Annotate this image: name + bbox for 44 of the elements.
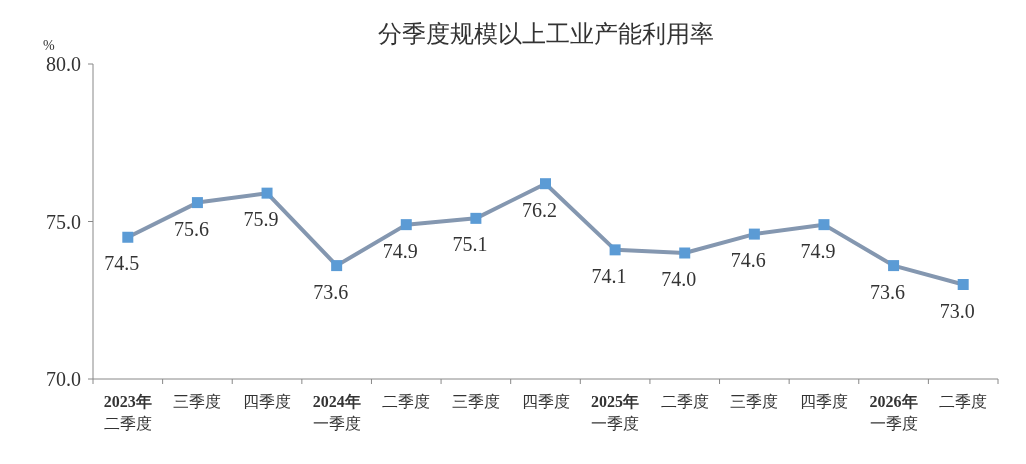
x-tick-label: 四季度 (243, 393, 292, 410)
point (191, 197, 203, 209)
data-label: 74.1 (591, 264, 627, 287)
point (679, 247, 691, 259)
data-label: 75.6 (173, 217, 209, 240)
y-tick-label: 75.0 (46, 210, 81, 233)
point (818, 219, 830, 231)
data-label: 74.9 (800, 239, 836, 262)
x-tick-label: 2024年一季度 (312, 393, 361, 432)
point (331, 260, 343, 272)
x-tick-label: 二季度 (939, 393, 988, 410)
x-tick-label: 2023年二季度 (103, 393, 152, 432)
point (261, 187, 273, 199)
data-label: 75.1 (452, 233, 488, 256)
point (400, 219, 412, 231)
x-tick-label: 2026年一季度 (869, 393, 918, 432)
data-label: 73.0 (939, 299, 975, 322)
point (540, 178, 551, 190)
x-tick-label: 四季度 (799, 393, 848, 410)
data-label: 74.0 (661, 268, 697, 290)
point (888, 260, 900, 272)
x-tick-label: 三季度 (730, 393, 779, 410)
y-tick-label: 70.0 (46, 368, 81, 390)
data-label: 73.6 (313, 280, 349, 303)
x-tick-label: 2025年一季度 (591, 393, 640, 432)
y-axis-title: % (43, 38, 55, 53)
point (748, 228, 760, 240)
point (122, 231, 134, 243)
chart-title: 分季度规模以上工业产能利用率 (377, 21, 714, 47)
data-label: 73.6 (870, 280, 906, 303)
x-tick-label: 二季度 (660, 393, 709, 410)
point (470, 212, 482, 224)
x-tick-label: 三季度 (451, 393, 500, 410)
x-tick-label: 四季度 (521, 393, 570, 410)
data-label: 75.9 (243, 208, 279, 231)
data-label: 76.2 (522, 198, 557, 221)
data-label: 74.5 (104, 252, 140, 275)
point (957, 279, 969, 290)
y-tick-label: 80.0 (46, 53, 81, 75)
x-tick-label: 三季度 (173, 393, 222, 410)
data-label: 74.9 (382, 239, 418, 262)
x-tick-label: 二季度 (382, 393, 431, 410)
data-label: 74.6 (730, 249, 766, 272)
point (609, 244, 621, 256)
